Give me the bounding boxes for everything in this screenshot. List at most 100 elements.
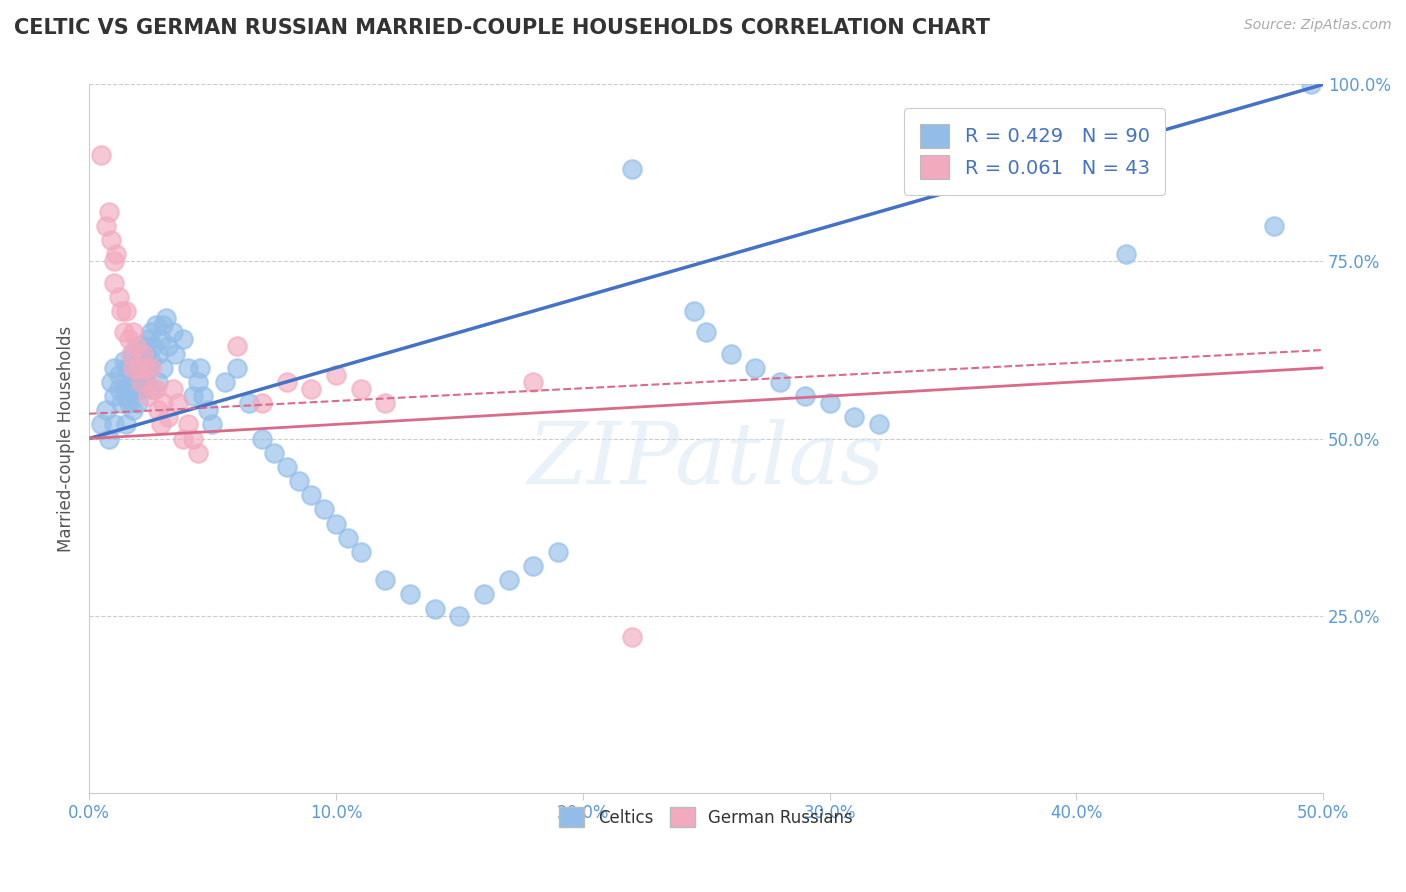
Point — [152, 318, 174, 333]
Point — [145, 318, 167, 333]
Point — [149, 332, 172, 346]
Point — [188, 360, 211, 375]
Point — [547, 545, 569, 559]
Point — [103, 276, 125, 290]
Point — [90, 417, 112, 432]
Point — [132, 346, 155, 360]
Point — [744, 360, 766, 375]
Point — [1115, 247, 1137, 261]
Point — [145, 382, 167, 396]
Point — [110, 396, 132, 410]
Point — [374, 396, 396, 410]
Point — [374, 573, 396, 587]
Point — [127, 368, 149, 382]
Point — [142, 339, 165, 353]
Point — [107, 368, 129, 382]
Point — [157, 339, 180, 353]
Point — [181, 389, 204, 403]
Point — [299, 488, 322, 502]
Point — [127, 339, 149, 353]
Point — [139, 353, 162, 368]
Point — [498, 573, 520, 587]
Point — [312, 502, 335, 516]
Point — [155, 311, 177, 326]
Point — [129, 375, 152, 389]
Point — [129, 353, 152, 368]
Point — [449, 608, 471, 623]
Point — [122, 326, 145, 340]
Point — [172, 332, 194, 346]
Point — [103, 360, 125, 375]
Point — [139, 326, 162, 340]
Point — [122, 403, 145, 417]
Point — [238, 396, 260, 410]
Point — [96, 403, 118, 417]
Point — [769, 375, 792, 389]
Point — [157, 410, 180, 425]
Point — [167, 396, 190, 410]
Point — [103, 254, 125, 268]
Point — [103, 389, 125, 403]
Point — [288, 474, 311, 488]
Point — [90, 148, 112, 162]
Point — [181, 432, 204, 446]
Legend: Celtics, German Russians: Celtics, German Russians — [553, 800, 859, 834]
Point — [226, 339, 249, 353]
Point — [115, 417, 138, 432]
Point — [117, 396, 139, 410]
Point — [172, 432, 194, 446]
Point — [349, 382, 371, 396]
Point — [621, 162, 644, 177]
Point — [148, 375, 170, 389]
Point — [136, 389, 159, 403]
Point — [148, 346, 170, 360]
Point — [818, 396, 841, 410]
Point — [125, 382, 148, 396]
Point — [720, 346, 742, 360]
Point — [139, 382, 162, 396]
Point — [152, 360, 174, 375]
Point — [112, 382, 135, 396]
Point — [214, 375, 236, 389]
Point — [112, 353, 135, 368]
Text: Source: ZipAtlas.com: Source: ZipAtlas.com — [1244, 18, 1392, 32]
Point — [162, 382, 184, 396]
Point — [125, 360, 148, 375]
Point — [139, 360, 162, 375]
Point — [132, 375, 155, 389]
Point — [107, 290, 129, 304]
Point — [263, 446, 285, 460]
Point — [117, 375, 139, 389]
Point — [187, 446, 209, 460]
Point — [135, 346, 157, 360]
Point — [177, 360, 200, 375]
Point — [122, 375, 145, 389]
Point — [201, 417, 224, 432]
Point — [399, 587, 422, 601]
Point — [325, 516, 347, 531]
Point — [621, 630, 644, 644]
Point — [250, 432, 273, 446]
Point — [107, 382, 129, 396]
Point — [105, 247, 128, 261]
Point — [127, 360, 149, 375]
Point — [149, 417, 172, 432]
Point — [112, 326, 135, 340]
Point — [197, 403, 219, 417]
Point — [148, 403, 170, 417]
Point — [325, 368, 347, 382]
Point — [115, 389, 138, 403]
Point — [115, 304, 138, 318]
Point — [522, 559, 544, 574]
Point — [132, 339, 155, 353]
Point — [165, 346, 187, 360]
Point — [1263, 219, 1285, 233]
Point — [120, 382, 142, 396]
Point — [120, 360, 142, 375]
Point — [115, 360, 138, 375]
Point — [97, 205, 120, 219]
Point — [844, 410, 866, 425]
Point — [117, 332, 139, 346]
Point — [129, 382, 152, 396]
Point — [110, 304, 132, 318]
